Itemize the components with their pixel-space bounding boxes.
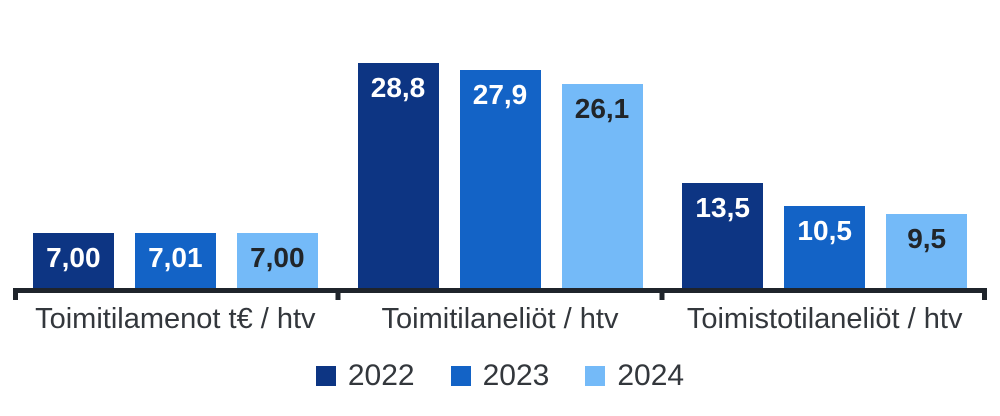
bar-value-label: 26,1: [574, 93, 630, 125]
legend-label: 2023: [482, 359, 550, 392]
bar-2023: 27,9: [459, 70, 541, 288]
bar-group: 13,5 10,5 9,5: [662, 0, 987, 288]
legend-label: 2022: [347, 359, 415, 392]
bar-group: 28,8 27,9 26,1: [338, 0, 663, 288]
bar-value-label: 7,00: [250, 242, 305, 274]
bar-2022: 7,00: [32, 233, 114, 288]
legend-item-2024: 2024: [585, 360, 684, 392]
legend-label: 2024: [617, 359, 685, 392]
bar-value-label: 9,5: [907, 222, 947, 254]
legend-swatch-icon: [315, 366, 336, 386]
bar-2024: 26,1: [561, 84, 643, 288]
bar-2022: 28,8: [357, 63, 439, 288]
bar-2023: 10,5: [784, 206, 866, 288]
axis-tick: [659, 288, 665, 300]
bar-groups: 7,00 7,01 7,00 28,8 27,9 26,1 13,5 10,5 9,5: [13, 0, 987, 288]
bar-value-label: 7,00: [46, 242, 101, 274]
bar-value-label: 27,9: [472, 79, 528, 111]
chart-legend: 2022 2023 2024: [0, 360, 1000, 392]
legend-item-2023: 2023: [450, 359, 550, 392]
bar-group: 7,00 7,01 7,00: [13, 0, 338, 288]
legend-swatch-icon: [450, 366, 471, 386]
category-axis-labels: Toimitilamenot t€ / htv Toimitilaneliöt /…: [13, 301, 987, 337]
category-label: Toimitilamenot t€ / htv: [35, 303, 316, 335]
bar-2023: 7,01: [134, 233, 216, 288]
plot-area: 7,00 7,01 7,00 28,8 27,9 26,1 13,5 10,5 9,5: [13, 0, 987, 300]
bar-2024: 9,5: [886, 213, 968, 288]
x-axis-line: [13, 288, 987, 300]
category-label: Toimitilaneliöt / htv: [381, 303, 619, 335]
legend-item-2022: 2022: [315, 359, 415, 392]
bar-2022: 13,5: [682, 182, 764, 288]
category-label: Toimistotilaneliöt / htv: [686, 303, 963, 335]
axis-tick: [13, 288, 18, 300]
axis-tick: [335, 288, 341, 300]
bar-2024: 7,00: [236, 233, 318, 288]
legend-swatch-icon: [585, 366, 606, 386]
bar-value-label: 13,5: [695, 191, 750, 223]
bar-value-label: 28,8: [370, 72, 426, 104]
axis-tick: [982, 288, 987, 300]
bar-value-label: 10,5: [797, 215, 852, 247]
bar-value-label: 7,01: [148, 242, 203, 274]
